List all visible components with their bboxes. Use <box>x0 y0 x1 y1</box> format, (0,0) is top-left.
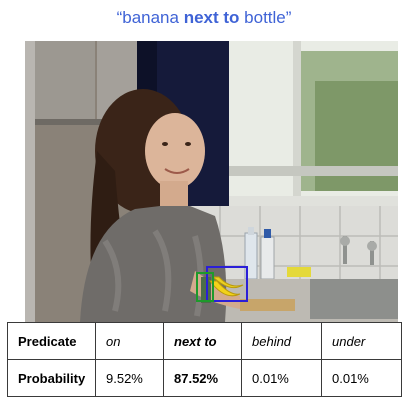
predicate-cell: next to <box>163 322 242 360</box>
caption-relation: next to <box>183 8 240 27</box>
bottle-white <box>260 236 275 280</box>
probability-cell: 0.01% <box>241 359 322 397</box>
banana <box>208 280 241 297</box>
bottle-bounding-box <box>196 272 214 302</box>
predicate-table: Predicate on next to behind under Probab… <box>7 322 402 397</box>
table-row: Probability 9.52% 87.52% 0.01% 0.01% <box>7 359 402 397</box>
probability-cell: 87.52% <box>163 359 242 397</box>
caption-close-quote: ” <box>285 8 292 27</box>
caption: “banana next to bottle” <box>0 8 408 28</box>
kitchen-photo <box>25 41 398 322</box>
banana-bounding-box <box>206 266 248 302</box>
predicate-cell: under <box>321 322 402 360</box>
probability-cell: 9.52% <box>95 359 164 397</box>
caption-object: bottle <box>244 8 286 27</box>
sink <box>310 279 398 319</box>
caption-open-quote: “ <box>116 8 123 27</box>
person-face <box>145 113 205 189</box>
probability-cell: 0.01% <box>321 359 402 397</box>
predicate-cell: behind <box>241 322 322 360</box>
predicate-cell: on <box>95 322 164 360</box>
cupboard-left <box>35 41 95 121</box>
row-header-predicate: Predicate <box>7 322 96 360</box>
row-header-probability: Probability <box>7 359 96 397</box>
table-row: Predicate on next to behind under <box>7 322 402 360</box>
caption-subject: banana <box>122 8 179 27</box>
